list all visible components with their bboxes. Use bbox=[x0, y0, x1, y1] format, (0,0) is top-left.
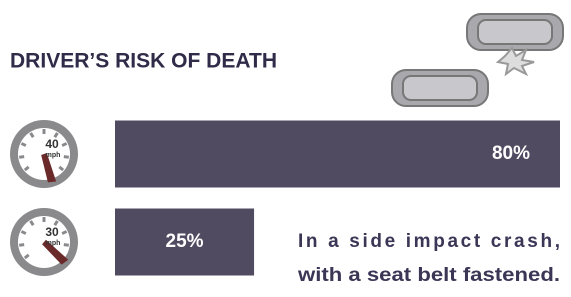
value-label: 25% bbox=[166, 231, 204, 252]
dial-tick bbox=[62, 143, 67, 145]
value-label: 80% bbox=[492, 143, 530, 164]
chart-title: DRIVER’S RISK OF DEATH bbox=[10, 50, 277, 73]
speed-label: 40 bbox=[45, 137, 59, 151]
dial-tick bbox=[19, 245, 24, 246]
dial-tick bbox=[21, 143, 26, 145]
speed-label: 30 bbox=[45, 225, 59, 239]
annotation: In a side impact crash, bbox=[298, 231, 560, 252]
annotation: with a seat belt fastened. bbox=[297, 265, 560, 286]
dial-tick bbox=[19, 157, 24, 158]
speed-unit: mph bbox=[46, 240, 61, 247]
speed-unit: mph bbox=[46, 152, 61, 159]
dial-tick bbox=[64, 245, 69, 246]
dial-tick bbox=[21, 231, 26, 233]
car-illustration bbox=[392, 14, 563, 106]
dial-tick bbox=[64, 157, 69, 158]
infographic: DRIVER’S RISK OF DEATH In a side impact … bbox=[0, 0, 571, 297]
dial-tick bbox=[62, 231, 67, 233]
